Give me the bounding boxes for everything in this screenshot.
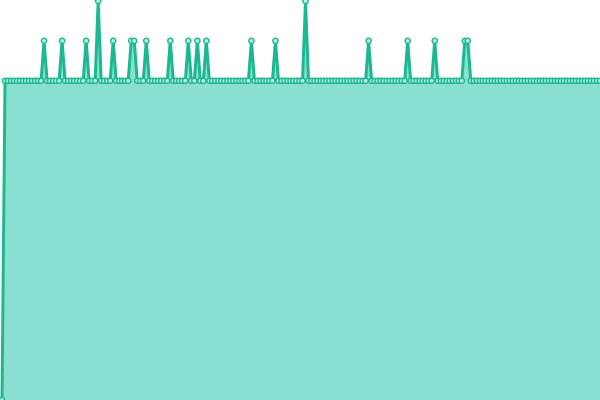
data-point [79, 77, 87, 85]
data-point [190, 77, 198, 85]
data-point [91, 77, 99, 85]
data-point [272, 37, 279, 45]
data-point [596, 77, 600, 85]
data-point [404, 37, 412, 45]
data-point [94, 0, 102, 5]
data-point [106, 77, 114, 85]
data-point [199, 77, 207, 85]
data-point [202, 37, 210, 45]
data-point [269, 77, 276, 85]
data-point [58, 37, 66, 45]
data-point [124, 77, 132, 85]
data-point [299, 77, 306, 85]
data-point [184, 37, 192, 45]
data-point [163, 77, 171, 85]
data-point [193, 37, 201, 45]
data-point [464, 37, 472, 45]
data-point [365, 37, 372, 45]
data-point [458, 77, 466, 85]
data-point [431, 37, 439, 45]
data-point [401, 77, 409, 85]
data-point [181, 77, 189, 85]
data-point [166, 37, 174, 45]
data-point [82, 37, 90, 45]
data-point [302, 0, 309, 5]
data-point [55, 77, 63, 85]
data-point [245, 77, 252, 85]
data-point [40, 37, 48, 45]
data-point [37, 77, 45, 85]
data-point [109, 37, 117, 45]
data-point [130, 37, 138, 45]
data-point [142, 37, 150, 45]
data-point [362, 77, 369, 85]
data-point [139, 77, 147, 85]
data-point [248, 37, 255, 45]
data-point [428, 77, 436, 85]
